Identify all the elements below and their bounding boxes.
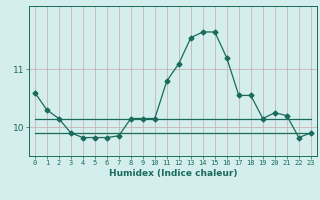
X-axis label: Humidex (Indice chaleur): Humidex (Indice chaleur) bbox=[108, 169, 237, 178]
